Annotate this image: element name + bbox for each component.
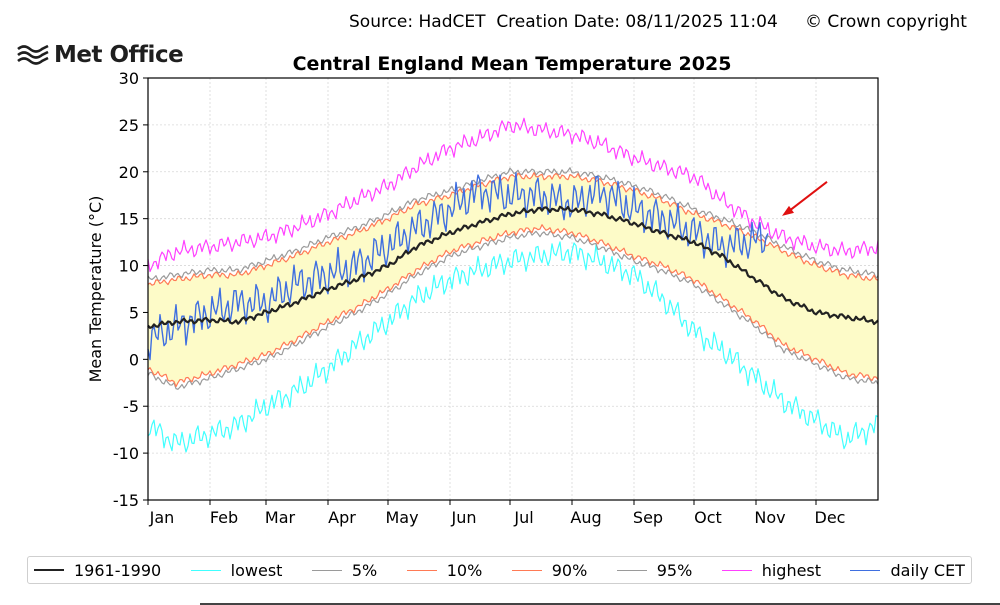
x-tick-label: May	[385, 508, 418, 527]
series-line-pct10	[147, 224, 879, 388]
x-tick-label: Apr	[328, 508, 356, 527]
percentile-band-fill	[148, 172, 878, 387]
legend-label-lowest: lowest	[230, 560, 283, 580]
legend-label-daily: daily CET	[890, 560, 965, 580]
legend-item-pct90: 90%	[511, 560, 588, 580]
plot-frame	[147, 77, 879, 501]
y-tick-label: -15	[113, 491, 139, 510]
bottom-rule	[200, 603, 1000, 605]
legend-swatch-pct95	[616, 569, 647, 571]
source-caption: Source: HadCET Creation Date: 08/11/2025…	[349, 12, 778, 32]
y-tick-label: 20	[119, 163, 139, 182]
series-line-highest	[147, 117, 879, 273]
x-tick-label: Jan	[149, 508, 175, 527]
legend-item-daily: daily CET	[850, 560, 965, 580]
legend-swatch-daily	[850, 569, 881, 571]
series-line-pct90	[147, 172, 879, 286]
legend-label-mean: 1961-1990	[74, 560, 162, 580]
legend-swatch-mean	[34, 569, 64, 571]
series-line-daily	[147, 172, 769, 361]
legend-swatch-pct5	[311, 569, 342, 571]
y-tick-label: 5	[129, 303, 139, 322]
x-tick-label: Nov	[754, 508, 785, 527]
logo-text: Met Office	[54, 42, 184, 68]
y-tick-label: 10	[119, 257, 139, 276]
legend-label-pct5: 5%	[351, 560, 378, 580]
y-tick-label: -10	[113, 444, 139, 463]
temperature-chart: 30 25 20 15 10 5 0 -5 -10 -15 Jan Feb Mar Apr May Jun Ju…	[86, 53, 879, 527]
series-layer	[147, 117, 879, 453]
x-tick-label: Jul	[513, 508, 533, 527]
legend-swatch-pct10	[406, 569, 437, 571]
series-line-lowest	[147, 241, 879, 453]
y-tick-label: 25	[119, 116, 139, 135]
y-axis-label: Mean Temperature (°C)	[86, 196, 105, 383]
x-tick-label: Dec	[815, 508, 846, 527]
legend-item-pct10: 10%	[406, 560, 483, 580]
y-tick-label: -5	[123, 397, 139, 416]
x-tick-label: Jun	[451, 508, 477, 527]
legend-label-highest: highest	[761, 560, 822, 580]
arrow-head	[782, 205, 794, 216]
chart-title: Central England Mean Temperature 2025	[293, 53, 732, 75]
legend-item-highest: highest	[721, 560, 822, 580]
x-tick-label: Feb	[210, 508, 238, 527]
series-line-mean	[147, 205, 879, 329]
legend-item-lowest: lowest	[190, 560, 283, 580]
axes: 30 25 20 15 10 5 0 -5 -10 -15 Jan Feb Mar Apr May Jun Ju…	[113, 69, 846, 527]
legend-swatch-lowest	[190, 569, 221, 571]
legend-item-pct5: 5%	[311, 560, 378, 580]
met-office-logo: Met Office	[16, 42, 184, 68]
x-tick-label: Mar	[265, 508, 296, 527]
legend-label-pct10: 10%	[446, 560, 483, 580]
legend-item-pct95: 95%	[616, 560, 693, 580]
copyright-caption: © Crown copyright	[805, 12, 967, 32]
met-office-wave-icon	[17, 44, 49, 65]
legend-item-mean: 1961-1990	[34, 561, 161, 580]
y-tick-label: 30	[119, 69, 139, 88]
legend-swatch-highest	[721, 569, 752, 571]
legend-swatch-pct90	[511, 569, 542, 571]
y-tick-label: 15	[119, 210, 139, 229]
x-tick-label: Oct	[694, 508, 722, 527]
chart-legend: 1961-1990 lowest 5% 10% 90% 95% highest …	[27, 556, 972, 584]
series-line-pct5	[147, 230, 879, 390]
legend-label-pct90: 90%	[551, 560, 588, 580]
x-tick-label: Sep	[633, 508, 663, 527]
y-tick-label: 0	[129, 350, 139, 369]
arrow-shaft	[787, 181, 828, 213]
x-tick-label: Aug	[570, 508, 601, 527]
latest-value-arrow	[782, 181, 828, 216]
legend-label-pct95: 95%	[656, 560, 693, 580]
